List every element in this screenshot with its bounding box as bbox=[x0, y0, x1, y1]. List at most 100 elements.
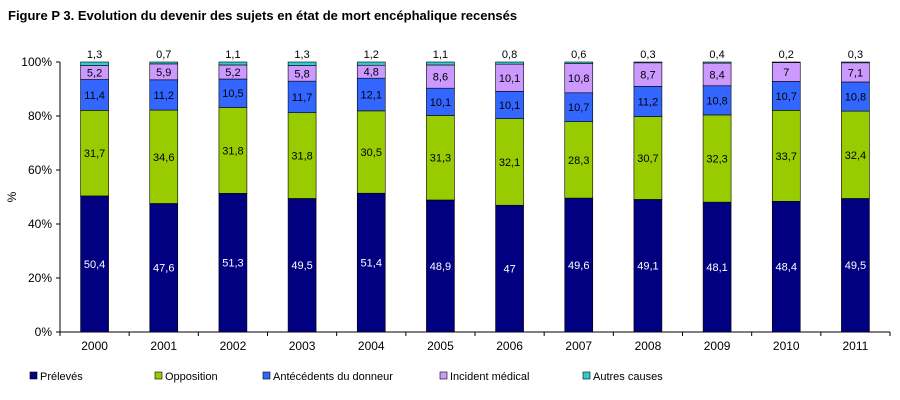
data-label: 10,8 bbox=[568, 73, 589, 85]
data-label: 47,6 bbox=[153, 263, 174, 275]
bar-segment bbox=[771, 110, 801, 202]
bar-segment bbox=[218, 61, 248, 66]
bar-segment bbox=[633, 116, 663, 200]
data-label: 49,1 bbox=[637, 261, 658, 273]
data-label: 10,8 bbox=[706, 95, 727, 107]
bar-segment bbox=[149, 79, 179, 111]
bar-segment bbox=[287, 61, 317, 66]
data-label: 0,3 bbox=[640, 49, 655, 61]
data-label: 5,9 bbox=[156, 67, 171, 79]
legend-swatch bbox=[154, 371, 163, 380]
data-label: 50,4 bbox=[84, 259, 105, 271]
data-label: 48,9 bbox=[430, 261, 451, 273]
data-label: 1,1 bbox=[225, 49, 240, 61]
bar-segment bbox=[495, 61, 524, 65]
data-label: 8,7 bbox=[640, 70, 655, 82]
data-label: 32,3 bbox=[706, 154, 727, 166]
bar-segment bbox=[149, 61, 179, 65]
data-label: 30,5 bbox=[361, 147, 382, 159]
bar-segment bbox=[633, 61, 663, 64]
data-label: 48,4 bbox=[776, 262, 797, 274]
x-tick-label: 2002 bbox=[220, 339, 247, 353]
x-tick-label: 2003 bbox=[289, 339, 316, 353]
legend-label: Opposition bbox=[165, 371, 218, 383]
legend: Prélevés Opposition Antécédents du donneur… bbox=[29, 371, 663, 383]
y-tick-label: 40% bbox=[28, 217, 52, 231]
x-tick-label: 2009 bbox=[704, 339, 731, 353]
y-tick-label: 60% bbox=[28, 163, 52, 177]
data-label: 10,7 bbox=[776, 91, 797, 103]
bar-segment bbox=[564, 92, 594, 122]
bar-segment bbox=[841, 61, 870, 64]
data-label: 10,5 bbox=[222, 88, 243, 100]
bar-segment bbox=[426, 115, 455, 201]
y-tick-label: 20% bbox=[28, 271, 52, 285]
y-tick-label: 80% bbox=[28, 109, 52, 123]
data-label: 47 bbox=[503, 264, 515, 276]
chart-title: Figure P 3. Evolution du devenir des suj… bbox=[8, 8, 518, 23]
bar-segment bbox=[80, 61, 109, 66]
bar-segment bbox=[564, 197, 594, 333]
y-tick-label: 0% bbox=[35, 325, 53, 339]
bar-segment bbox=[287, 112, 317, 199]
data-label: 0,6 bbox=[571, 49, 586, 61]
bar-segment bbox=[495, 118, 524, 206]
data-label: 10,8 bbox=[845, 92, 866, 104]
data-label: 11,7 bbox=[292, 92, 313, 104]
bar-segment bbox=[495, 63, 524, 92]
data-label: 31,7 bbox=[84, 148, 105, 160]
bar-segment bbox=[771, 61, 801, 63]
data-label: 51,4 bbox=[361, 258, 382, 270]
bar-segment bbox=[702, 61, 732, 64]
x-tick-label: 2006 bbox=[496, 339, 523, 353]
data-label: 31,8 bbox=[291, 151, 312, 163]
bar-segment bbox=[841, 198, 870, 333]
bar-segment bbox=[841, 81, 870, 112]
data-label: 30,7 bbox=[637, 153, 658, 165]
legend-label: Antécédents du donneur bbox=[273, 371, 393, 383]
bar-segment bbox=[633, 86, 663, 117]
x-tick-label: 2007 bbox=[565, 339, 592, 353]
data-labels: 50,4 31,7 11,4 5,2 1,3 47,6 34,6 11,2 5,9 0,7 51,3… bbox=[84, 49, 866, 276]
data-label: 8,4 bbox=[709, 69, 724, 81]
data-label: 51,3 bbox=[222, 258, 243, 270]
data-label: 0,4 bbox=[709, 49, 724, 61]
data-label: 49,5 bbox=[845, 260, 866, 272]
x-tick-label: 2011 bbox=[843, 339, 869, 353]
x-tick-label: 2005 bbox=[427, 339, 454, 353]
bar-segment bbox=[149, 109, 179, 204]
data-label: 10,7 bbox=[568, 102, 589, 114]
x-tick-label: 2000 bbox=[81, 339, 108, 353]
data-label: 10,1 bbox=[499, 100, 520, 112]
bar-segment bbox=[287, 198, 317, 333]
bar-segment bbox=[149, 203, 179, 333]
legend-label: Autres causes bbox=[593, 371, 663, 383]
bar-segment bbox=[218, 193, 248, 333]
bar-segment bbox=[564, 63, 594, 94]
data-label: 32,4 bbox=[845, 150, 866, 162]
axes: 0% 20% 40% 60% 80% 100%% 2000 2001 2002 2003 2004 2… bbox=[5, 55, 891, 353]
bars bbox=[80, 61, 870, 333]
bar-segment bbox=[356, 77, 386, 112]
bar-segment bbox=[218, 107, 248, 194]
bar-segment bbox=[218, 78, 248, 108]
bar-segment bbox=[564, 61, 594, 64]
data-label: 48,1 bbox=[706, 262, 727, 274]
data-label: 1,2 bbox=[364, 49, 379, 61]
data-label: 8,6 bbox=[433, 72, 448, 84]
data-label: 31,3 bbox=[430, 153, 451, 165]
data-label: 1,3 bbox=[294, 49, 309, 61]
data-label: 1,1 bbox=[433, 49, 448, 61]
data-label: 11,4 bbox=[84, 90, 105, 102]
bar-segment bbox=[426, 87, 455, 116]
bar-segment bbox=[426, 61, 455, 66]
bar-segment bbox=[356, 61, 386, 66]
bar-segment bbox=[702, 201, 732, 333]
data-label: 34,6 bbox=[153, 152, 174, 164]
bar-segment bbox=[426, 199, 455, 333]
legend-swatch bbox=[582, 371, 591, 380]
x-tick-label: 2008 bbox=[635, 339, 662, 353]
bar-segment bbox=[702, 114, 732, 203]
data-label: 10,1 bbox=[499, 73, 520, 85]
